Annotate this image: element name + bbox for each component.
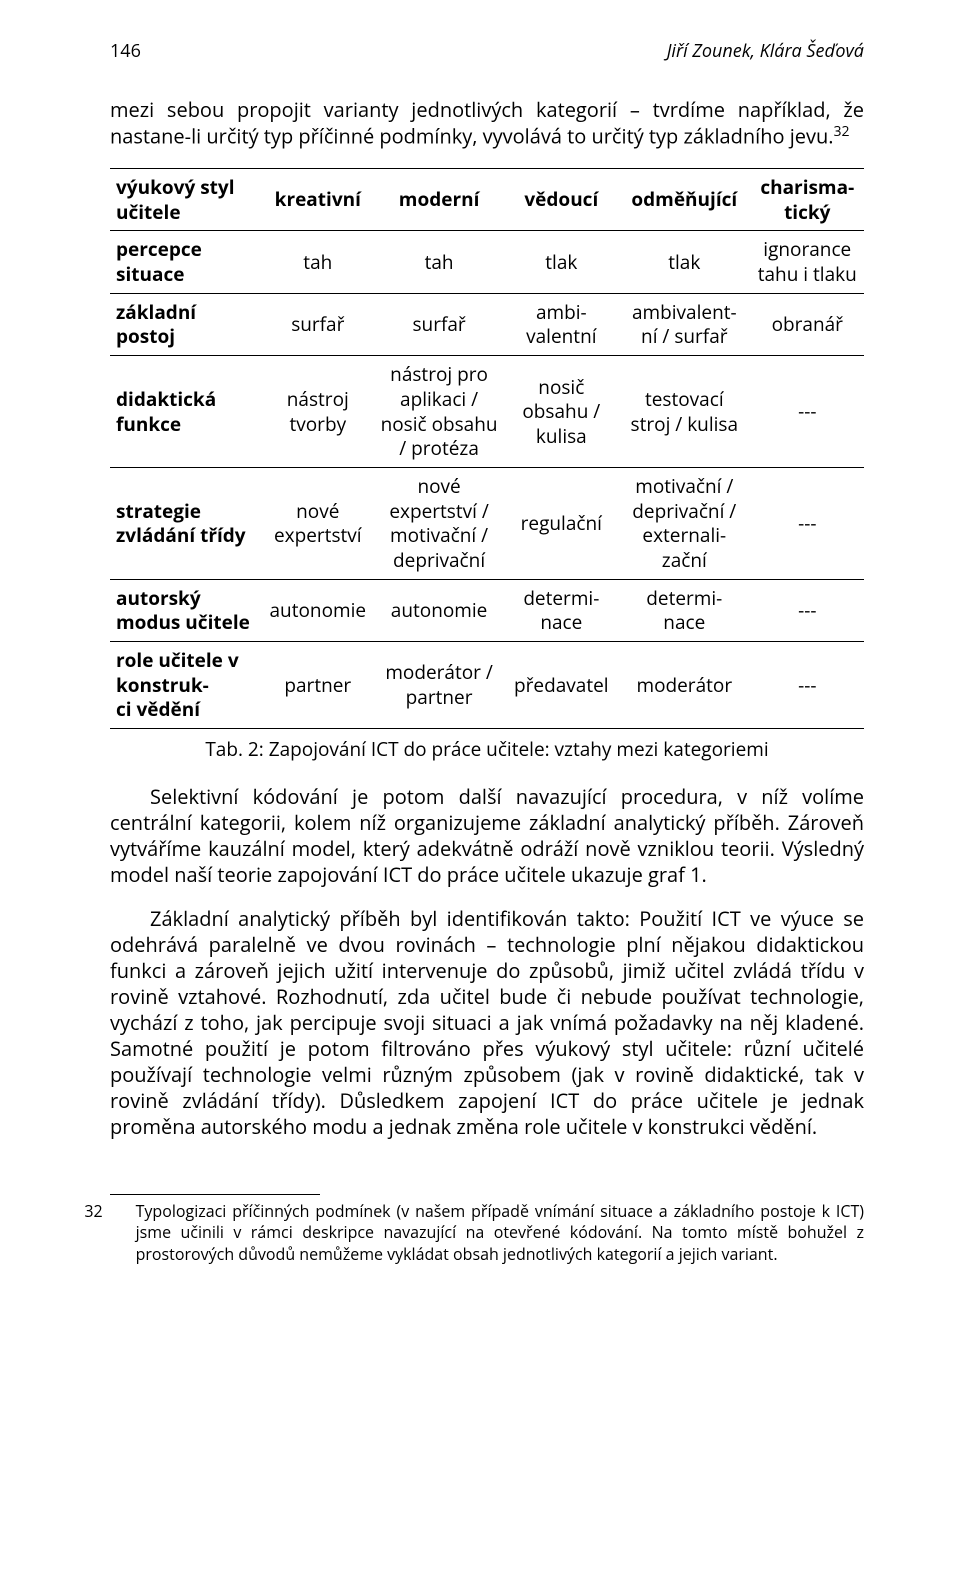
table-2: výukový styl učitele kreativní moderní v… — [110, 168, 864, 729]
table-cell: determi-nace — [618, 579, 750, 641]
table-cell: --- — [751, 467, 864, 579]
table-col-header: odměňující — [618, 169, 750, 231]
table-col-header: charisma-tický — [751, 169, 864, 231]
table-row: autorský modus učitele autonomie autonom… — [110, 579, 864, 641]
table-cell: nové expertství / motivační / deprivační — [374, 467, 505, 579]
table-row-header: autorský modus učitele — [110, 579, 262, 641]
table-cell: determi-nace — [505, 579, 618, 641]
body-paragraph-2: Základní analytický příběh byl identifik… — [110, 906, 864, 1140]
table-cell: tah — [374, 231, 505, 293]
table-cell: nástroj tvorby — [262, 356, 374, 468]
table-cell: --- — [751, 579, 864, 641]
page: 146 Jiří Zounek, Klára Šeďová mezi sebou… — [0, 0, 960, 1572]
table-row: didaktická funkce nástroj tvorby nástroj… — [110, 356, 864, 468]
table-cell: ignorance tahu i tlaku — [751, 231, 864, 293]
table-cell: partner — [262, 642, 374, 729]
table-cell: surfař — [374, 293, 505, 355]
intro-text: mezi sebou propojit varianty jednotlivýc… — [110, 96, 864, 150]
footnote-32: 32Typologizaci příčinných podmínek (v na… — [110, 1201, 864, 1266]
table-cell: obranář — [751, 293, 864, 355]
table-col-header: vědoucí — [505, 169, 618, 231]
intro-paragraph: mezi sebou propojit varianty jednotlivýc… — [110, 97, 864, 150]
footnote-ref-32: 32 — [833, 122, 849, 141]
running-head-authors: Jiří Zounek, Klára Šeďová — [667, 40, 864, 63]
table-row-header: role učitele v konstruk-ci vědění — [110, 642, 262, 729]
table-cell: moderátor — [618, 642, 750, 729]
table-cell: nové expertství — [262, 467, 374, 579]
table-row: strategie zvládání třídy nové expertství… — [110, 467, 864, 579]
table-cell: ambivalent-ní / surfař — [618, 293, 750, 355]
table-cell: regulační — [505, 467, 618, 579]
footnote-text: Typologizaci příčinných podmínek (v naše… — [136, 1200, 864, 1265]
table-row-header: výukový styl učitele — [110, 169, 262, 231]
table-cell: ambi-valentní — [505, 293, 618, 355]
table-cell: autonomie — [262, 579, 374, 641]
footnote-rule — [110, 1194, 320, 1195]
body-paragraph-1: Selektivní kódování je potom další navaz… — [110, 784, 864, 888]
table-cell: tlak — [505, 231, 618, 293]
table-cell: předavatel — [505, 642, 618, 729]
page-number: 146 — [110, 40, 141, 63]
table-row: role učitele v konstruk-ci vědění partne… — [110, 642, 864, 729]
table-cell: autonomie — [374, 579, 505, 641]
table-cell: tlak — [618, 231, 750, 293]
footnote-number: 32 — [110, 1201, 136, 1223]
table-row-header: didaktická funkce — [110, 356, 262, 468]
table-cell: moderátor / partner — [374, 642, 505, 729]
table-cell: surfař — [262, 293, 374, 355]
table-col-header: moderní — [374, 169, 505, 231]
table-row-header: základní postoj — [110, 293, 262, 355]
table-cell: testovací stroj / kulisa — [618, 356, 750, 468]
table-cell: tah — [262, 231, 374, 293]
table-cell: motivační / deprivační / externali-zační — [618, 467, 750, 579]
table-cell: --- — [751, 356, 864, 468]
table-cell: nosič obsahu / kulisa — [505, 356, 618, 468]
table-header-row: výukový styl učitele kreativní moderní v… — [110, 169, 864, 231]
table-row-header: percepce situace — [110, 231, 262, 293]
table-cell: --- — [751, 642, 864, 729]
table-row: základní postoj surfař surfař ambi-valen… — [110, 293, 864, 355]
table-caption: Tab. 2: Zapojování ICT do práce učitele:… — [110, 737, 864, 762]
table-cell: nástroj pro aplikaci / nosič obsahu / pr… — [374, 356, 505, 468]
running-head: 146 Jiří Zounek, Klára Šeďová — [110, 40, 864, 63]
table-row: percepce situace tah tah tlak tlak ignor… — [110, 231, 864, 293]
table-col-header: kreativní — [262, 169, 374, 231]
table-row-header: strategie zvládání třídy — [110, 467, 262, 579]
